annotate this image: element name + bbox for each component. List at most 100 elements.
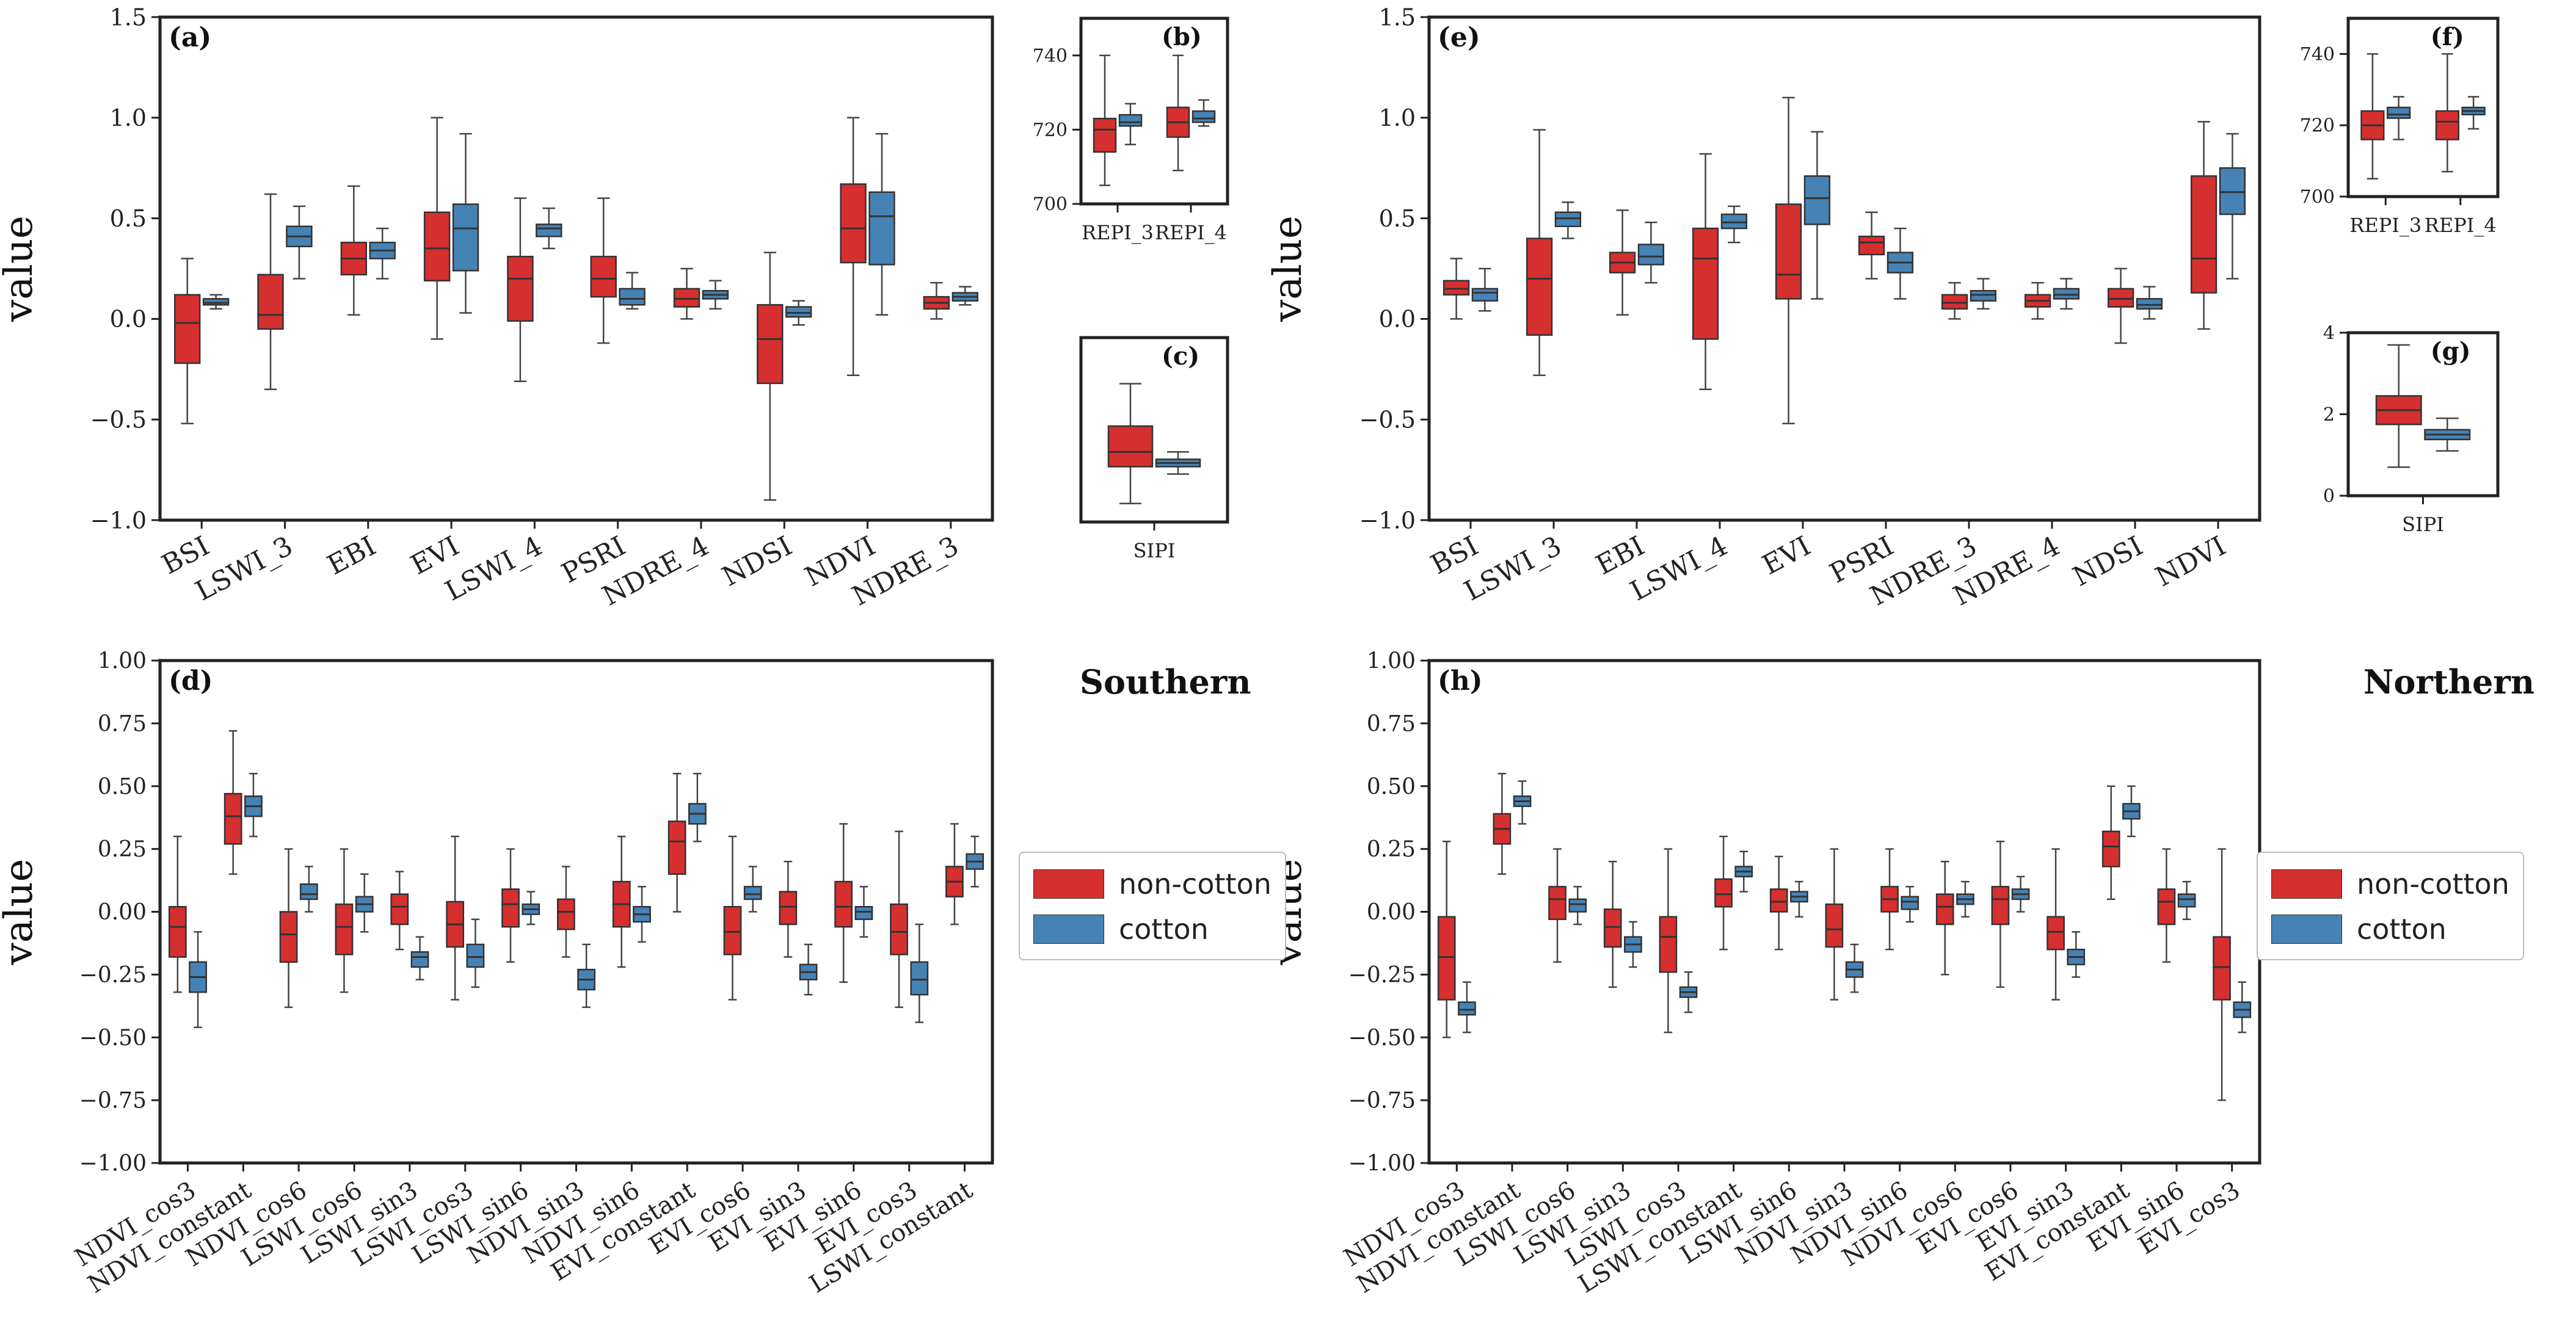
panel-h-noncotton-6-box [1769,888,1788,913]
panel-b-label: (b) [1162,23,1202,51]
panel-e-noncotton-5-box [1858,236,1885,256]
panel-d-cotton-4-box [410,951,429,968]
panel-a-noncotton-7-box [757,304,784,385]
panel-f-ytick-label: 740 [2300,44,2335,65]
panel-c-label: (c) [1162,342,1199,371]
panel-d-noncotton-4-box [390,893,409,926]
panel-h-noncotton-0-box [1437,916,1456,1001]
panel-e-xtick-label: NDSI [2068,531,2148,593]
legend-swatch-non-cotton [1033,869,1104,899]
panel-b-cotton-0-box [1118,114,1143,127]
legend-label-cotton: cotton [2357,913,2447,946]
panel-a-noncotton-3-box [423,211,451,282]
panel-d-noncotton-2-box [279,911,298,963]
panel-a-noncotton-5-box [590,255,617,298]
panel-a-noncotton-4-box [507,255,534,322]
panel-e-xtick-label: LSWI_3 [1459,531,1566,607]
panel-d-ytick-label: −1.00 [79,1151,147,1176]
panel-h-noncotton-13-box [2157,888,2176,926]
legend-swatch-cotton [2271,915,2342,944]
panel-h-noncotton-10-box [1991,886,2010,926]
panel-h-noncotton-7-box [1825,903,1844,948]
panel-a-cotton-7-box [785,306,812,318]
panel-a-noncotton-6-box [673,288,700,308]
panel-d-noncotton-1-box [224,792,242,845]
panel-e-noncotton-6-box [1941,294,1968,310]
panel-h-noncotton-14-box [2213,936,2231,1001]
panel-h-cotton-2-box [1568,898,1587,913]
panel-h-ytick-label: 0.75 [1367,711,1416,736]
panel-d-ytick-label: 0.75 [98,711,147,736]
panel-a-noncotton-0-box [174,294,201,364]
panel-h-noncotton-2-box [1548,886,1566,921]
panel-e-noncotton-0-box [1443,280,1470,296]
panel-c-noncotton-0-box [1107,425,1154,468]
panel-h-noncotton-3-box [1603,908,1622,948]
panel-g-label: (g) [2431,337,2471,366]
legend-swatch-non-cotton [2271,869,2342,899]
panel-b-noncotton-0-box [1093,117,1117,153]
panel-g-ytick-label: 4 [2323,323,2335,344]
panel-a-ytick-label: 0.5 [110,205,147,232]
panel-a-cotton-3-box [452,203,479,272]
panel-h-ytick-label: −1.00 [1348,1151,1416,1176]
panel-h-noncotton-12-box [2101,830,2120,868]
legend-label-non-cotton: non-cotton [2357,868,2509,900]
panel-g-xtick-label: SIPI [2402,513,2444,536]
panel-f-noncotton-1-box [2435,110,2459,140]
panel-e-cotton-4-box [1803,175,1831,225]
panel-a-xtick-label: LSWI_4 [440,531,548,607]
panel-e-cotton-8-box [2136,298,2163,310]
panel-a-ytick-label: 1.0 [110,104,147,131]
panel-f-xtick-label: REPI_4 [2425,214,2497,237]
panel-d-ytick-label: 0.50 [98,774,147,799]
legend-northern: non-cotton cotton [2257,852,2524,960]
panel-c-frame [1079,336,1229,524]
panel-b-xtick-label: REPI_4 [1155,221,1227,244]
panel-e-ylabel: value [1265,216,1311,322]
panel-d-cotton-13-box [910,961,929,996]
panel-a-noncotton-1-box [257,274,284,330]
legend-item-non-cotton: non-cotton [1033,861,1272,907]
legend-item-non-cotton: non-cotton [2271,861,2509,907]
panel-d-frame [158,659,994,1165]
panel-g-ytick-label: 0 [2323,486,2335,507]
panel-a-ytick-label: −0.5 [90,407,147,433]
panel-d-ytick-label: −0.25 [79,963,147,988]
panel-d-cotton-5-box [466,943,485,968]
panel-g-ytick-label: 2 [2323,404,2335,426]
panel-e-noncotton-4-box [1775,203,1802,300]
panel-e-noncotton-3-box [1692,227,1719,340]
panel-f-label: (f) [2431,23,2464,51]
panel-e-noncotton-1-box [1526,237,1553,336]
panel-a-cotton-5-box [619,288,646,306]
panel-a-noncotton-8-box [840,183,867,264]
panel-h-ytick-label: −0.25 [1348,963,1416,988]
panel-g-frame [2346,331,2500,498]
panel-e-ytick-label: −1.0 [1359,507,1416,534]
panel-d-ytick-label: 0.25 [98,837,147,862]
panel-b-xtick-label: REPI_3 [1082,221,1154,244]
panel-e-label: (e) [1438,22,1480,53]
panel-h-ytick-label: 0.25 [1367,837,1416,862]
panel-h-ytick-label: −0.50 [1348,1026,1416,1051]
panel-e-cotton-2-box [1637,244,1665,266]
panel-e-cotton-9-box [2219,167,2246,216]
panel-a-ytick-label: −1.0 [90,507,147,534]
panel-e-ytick-label: 0.5 [1379,205,1416,232]
panel-a-frame [158,15,994,522]
panel-h-ytick-label: 1.00 [1367,649,1416,674]
panel-a-xtick-label: NDSI [717,531,797,593]
panel-d-noncotton-11-box [779,891,798,926]
panel-b-frame [1079,16,1229,206]
panel-b-ytick-label: 700 [1033,194,1068,216]
panel-d-cotton-10-box [743,886,762,900]
panel-h-cotton-8-box [1901,896,1919,910]
panel-e-cotton-7-box [2053,288,2080,300]
region-label-southern: Southern [1080,662,1251,701]
panel-f-ytick-label: 720 [2300,115,2335,137]
panel-d-label: (d) [169,665,213,697]
panel-f-cotton-0-box [2387,106,2411,119]
panel-d-noncotton-10-box [723,906,742,955]
